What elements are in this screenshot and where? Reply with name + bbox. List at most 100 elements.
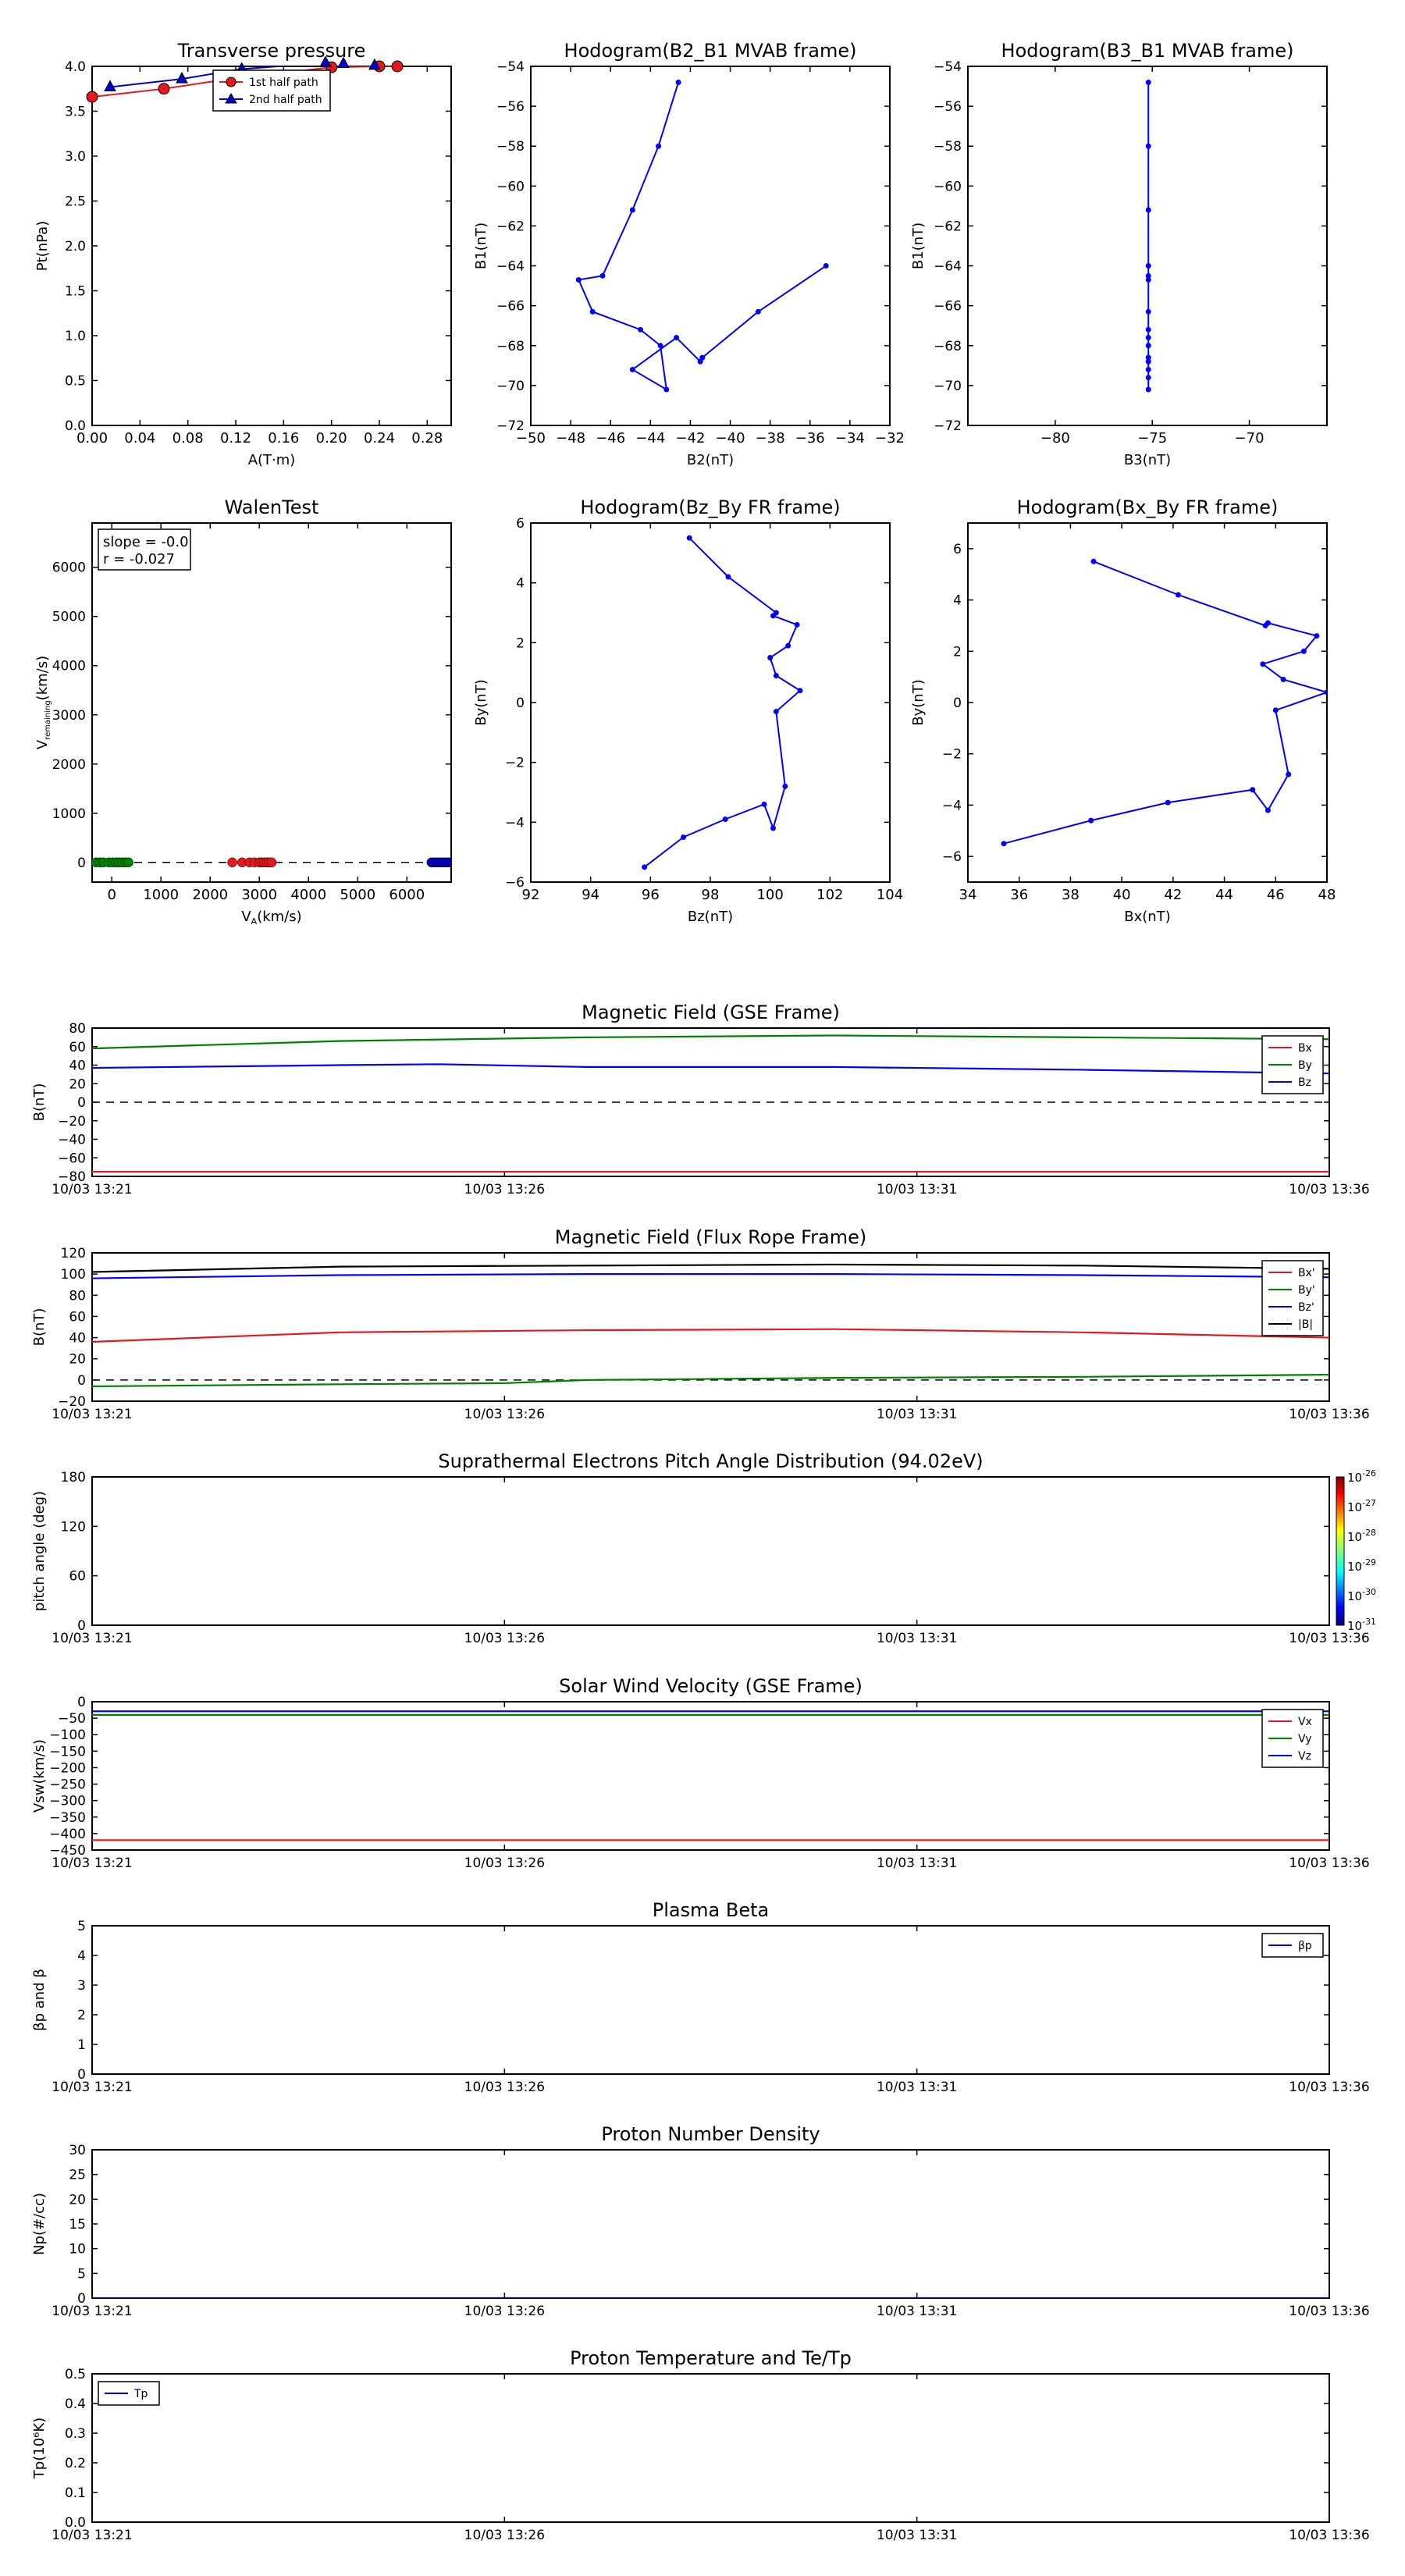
x-axis-label: Bz(nT) — [688, 909, 733, 925]
data-point — [86, 91, 98, 103]
chart-title: Hodogram(Bx_By FR frame) — [1017, 496, 1279, 518]
data-point — [1264, 807, 1271, 813]
annotation-box: slope = -0.0r = -0.027 — [98, 528, 191, 571]
y-tick-label: −70 — [496, 379, 525, 394]
x-tick-label: 10/03 13:26 — [464, 2080, 545, 2095]
x-tick-label: 3000 — [241, 887, 277, 903]
y-tick-label: 0.2 — [65, 2456, 86, 2471]
x-tick-label: 48 — [1318, 887, 1336, 903]
y-tick-label: −56 — [934, 99, 962, 115]
colorbar-base: 10 — [1347, 1500, 1362, 1514]
chart-beta: Plasma Beta 10/03 13:21 10/03 13:26 10/03 1… — [31, 1899, 1370, 2095]
plot-area — [1001, 558, 1327, 847]
y-tick-label: 60 — [69, 1040, 86, 1055]
chart-temp: Proton Temperature and Te/Tp 10/03 13:21 1… — [31, 2347, 1370, 2543]
x-tick-label: 94 — [582, 887, 599, 903]
colorbar-exp: -31 — [1362, 1617, 1376, 1627]
legend-label: Bz — [1298, 1076, 1311, 1089]
annotation-frame — [98, 528, 191, 571]
data-point — [1001, 841, 1007, 847]
y-tick-label: −40 — [58, 1133, 86, 1148]
data-point — [1145, 354, 1151, 361]
y-tick-label: −66 — [934, 299, 962, 315]
plot-frame — [530, 66, 891, 426]
data-point — [629, 366, 635, 372]
plot-frame — [91, 2373, 1330, 2523]
x-label-tail: (km/s) — [257, 909, 301, 925]
y-tick-label: 0.3 — [65, 2426, 86, 2442]
chart-title: Magnetic Field (GSE Frame) — [582, 1002, 840, 1023]
y-tick-label: 0 — [516, 696, 525, 711]
data-point — [1088, 817, 1094, 824]
y-tick-label: −350 — [49, 1810, 86, 1826]
x-tick-label: 10/03 13:26 — [464, 1182, 545, 1197]
colorbar — [1336, 1476, 1345, 1626]
y-tick-label: 0 — [77, 1618, 86, 1634]
data-point — [266, 857, 277, 868]
y-axis-label: Np(#/cc) — [31, 2193, 48, 2255]
y-tick-label: −64 — [934, 259, 962, 275]
colorbar-exp: -28 — [1362, 1528, 1376, 1538]
y-tick-label: −20 — [58, 1394, 86, 1410]
x-tick-label: 10/03 13:36 — [1289, 1182, 1369, 1197]
y-tick-label: 1.0 — [65, 329, 86, 344]
y-tick-label: −60 — [496, 179, 525, 194]
x-tick-label: 0.08 — [173, 430, 204, 447]
plot-frame — [91, 522, 452, 883]
y-tick-label: −20 — [58, 1114, 86, 1130]
y-tick-label: 4 — [77, 1948, 86, 1964]
y-tick-label: 0.1 — [65, 2485, 86, 2501]
y-tick-label: 5 — [77, 2266, 86, 2282]
chart-title: Suprathermal Electrons Pitch Angle Distr… — [438, 1450, 983, 1472]
x-tick-label: 6000 — [389, 887, 425, 903]
x-tick-label: 0.00 — [76, 430, 108, 447]
y-tick-label: −62 — [496, 219, 525, 234]
x-tick-label: 102 — [816, 887, 843, 903]
data-point — [681, 834, 686, 840]
data-point — [1145, 326, 1151, 333]
plot-frame — [967, 66, 1328, 426]
x-tick-label: 10/03 13:26 — [464, 1631, 545, 1646]
y-tick-label: −2 — [942, 747, 962, 763]
y-tick-label: 0 — [77, 2291, 86, 2307]
x-tick-label: −42 — [675, 430, 705, 447]
x-tick-label: 0.12 — [220, 430, 251, 447]
y-axis-label: Pt(nPa) — [34, 221, 51, 271]
y-tick-label: 40 — [69, 1059, 86, 1074]
x-tick-label: 10/03 13:26 — [464, 2304, 545, 2319]
y-tick-label: 0.0 — [65, 2515, 86, 2531]
y-axis-label: Vremaining(km/s) — [34, 656, 52, 749]
chart-title: Plasma Beta — [653, 1899, 769, 1921]
legend-label: Bx' — [1298, 1267, 1315, 1279]
y-tick-label: −450 — [49, 1843, 86, 1859]
data-point — [391, 60, 404, 73]
chart-tp: Transverse pressure 0.00 0.04 0.08 0.12 0.16 0… — [34, 40, 452, 468]
data-point — [1145, 272, 1151, 279]
data-point — [1314, 633, 1320, 639]
annotation-text: slope = -0.0 — [103, 534, 189, 550]
y-tick-label: 3.5 — [65, 105, 86, 120]
x-tick-label: 10/03 13:21 — [52, 1856, 132, 1871]
legend: Bx' By' Bz' |B| — [1261, 1260, 1324, 1336]
colorbar-tick-label: 10-29 — [1347, 1557, 1376, 1574]
x-tick-label: 0.24 — [364, 430, 395, 447]
y-tick-label: −2 — [505, 756, 525, 771]
x-tick-label: 10/03 13:31 — [877, 1182, 957, 1197]
y-tick-label: 4 — [953, 593, 962, 609]
y-tick-label: −62 — [934, 219, 962, 234]
data-point — [599, 272, 606, 279]
data-point — [663, 386, 670, 393]
series-line-By — [92, 1034, 1329, 1050]
data-point — [1145, 143, 1151, 149]
y-tick-label: 25 — [69, 2168, 86, 2183]
data-point — [575, 276, 582, 283]
x-tick-label: 10/03 13:36 — [1289, 2528, 1369, 2543]
x-tick-label: 104 — [877, 887, 903, 903]
y-tick-label: 6 — [516, 516, 525, 532]
x-tick-label: 10/03 13:31 — [877, 1856, 957, 1871]
x-axis-label: B3(nT) — [1124, 452, 1171, 468]
y-tick-label: −54 — [934, 59, 962, 75]
legend-label: |B| — [1298, 1318, 1313, 1331]
data-point — [1165, 799, 1171, 806]
